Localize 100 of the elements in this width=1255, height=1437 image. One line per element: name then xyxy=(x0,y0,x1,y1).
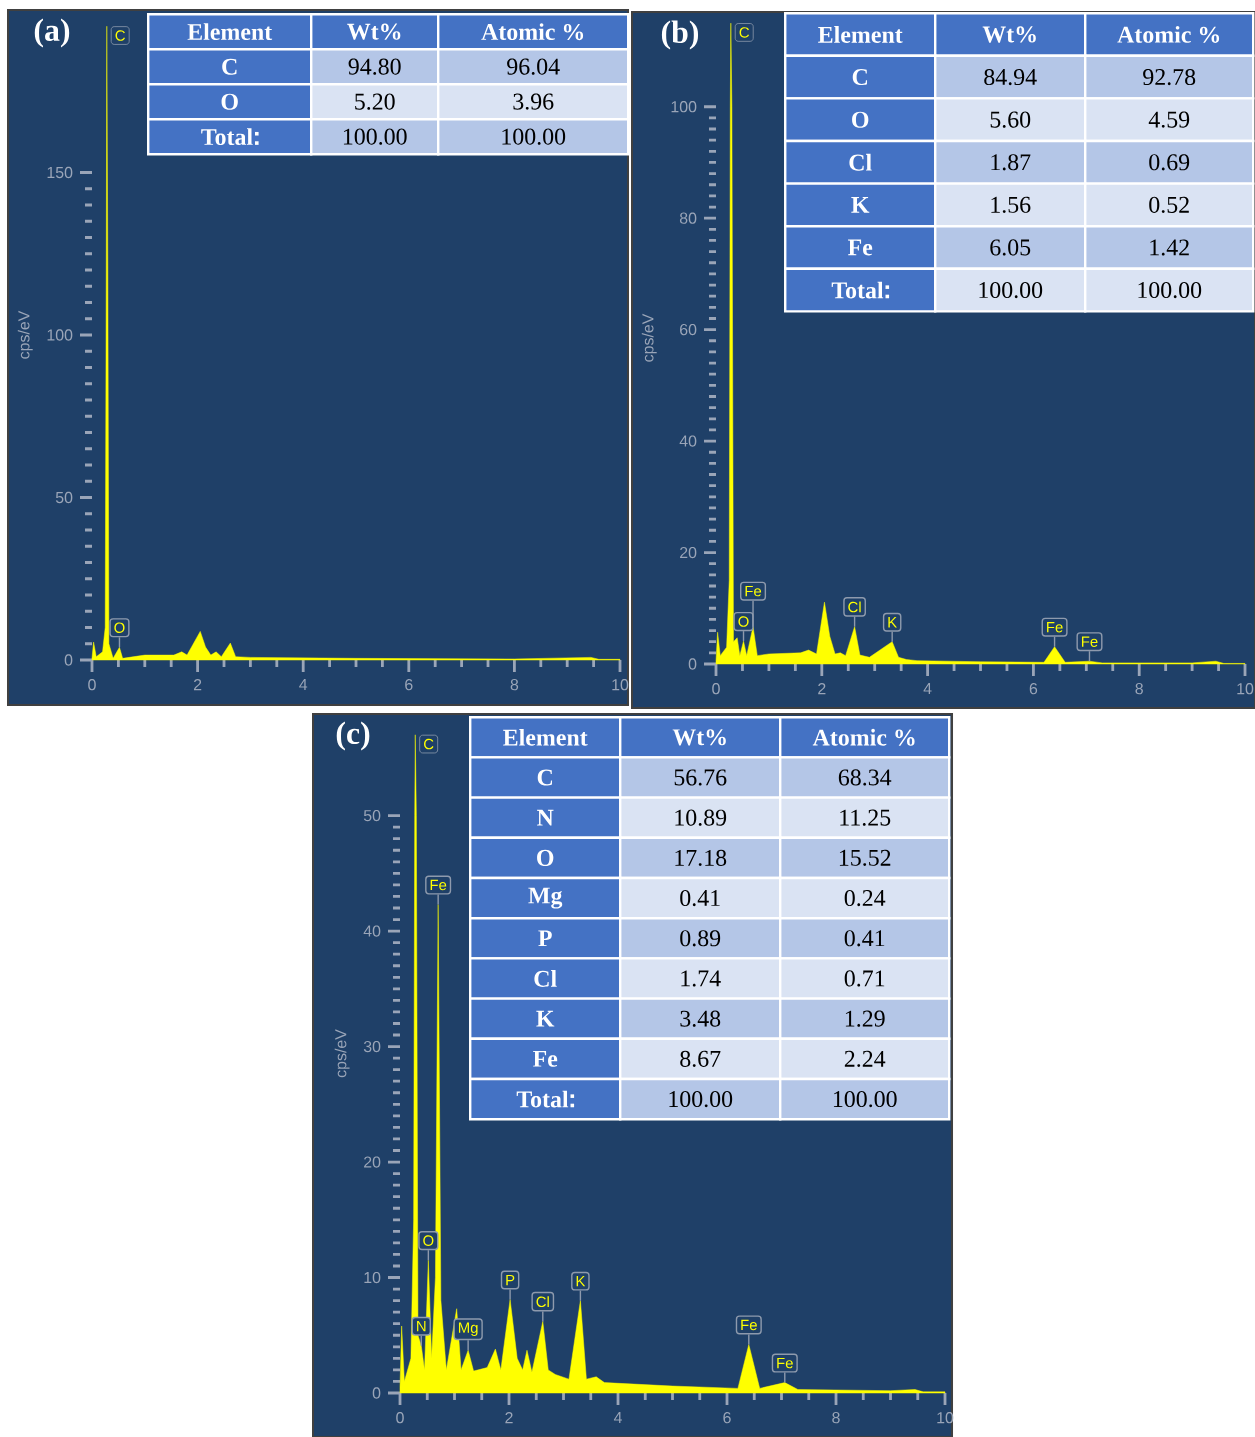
x-tick-label: 8 xyxy=(1135,683,1143,695)
data-label: 56.76 xyxy=(674,769,727,786)
y-tick-label: 100 xyxy=(671,101,697,113)
category-label: O xyxy=(537,849,554,866)
data-label: 0.69 xyxy=(1149,154,1190,171)
data-label: 0.89 xyxy=(680,930,721,947)
data-label: 0.71 xyxy=(844,970,885,987)
category-label: Cl xyxy=(534,970,557,987)
data-label: 6.05 xyxy=(990,239,1031,256)
category-label: Fe xyxy=(533,1050,558,1067)
x-tick-label: 0 xyxy=(712,683,720,695)
series-label: Atomic % xyxy=(1117,26,1220,43)
x-tick-label: 2 xyxy=(505,1412,513,1424)
data-label: 1.56 xyxy=(991,196,1031,213)
annotation: O xyxy=(114,622,125,634)
text: Element xyxy=(818,26,903,43)
category-label: K xyxy=(851,197,870,213)
annotation: Fe xyxy=(1081,636,1098,647)
data-label: 11.25 xyxy=(840,809,891,826)
y-axis-title: cps/eV xyxy=(17,310,33,359)
y-tick-label: 60 xyxy=(680,323,697,336)
annotation: Fe xyxy=(741,1319,757,1331)
x-tick-label: 10 xyxy=(612,679,629,691)
category-label: Cl xyxy=(849,153,872,171)
data-label: 100.00 xyxy=(979,281,1043,299)
annotation: N xyxy=(417,1321,426,1332)
category-label: P xyxy=(538,930,552,947)
series-label: Wt% xyxy=(347,23,401,40)
y-tick-label: 10 xyxy=(364,1271,381,1284)
annotation: C xyxy=(115,30,125,41)
x-tick-label: 4 xyxy=(299,679,308,690)
y-tick-label: 80 xyxy=(679,212,697,224)
y-tick-label: 50 xyxy=(55,491,73,504)
data-label: 0.24 xyxy=(844,889,886,907)
y-tick-label: 0 xyxy=(688,658,697,670)
data-label: 5.60 xyxy=(990,111,1031,128)
data-label: 84.94 xyxy=(984,68,1037,86)
data-label: 100.00 xyxy=(669,1090,733,1108)
x-tick-label: 6 xyxy=(1029,683,1038,695)
category-label: O xyxy=(852,111,869,128)
annotation: C xyxy=(424,738,434,750)
y-tick-label: 30 xyxy=(363,1040,381,1053)
data-label: 1.42 xyxy=(1150,239,1189,256)
annotation: Fe xyxy=(430,879,447,891)
category-label: C xyxy=(537,769,553,786)
x-tick-label: 2 xyxy=(818,683,826,695)
annotation: Fe xyxy=(777,1357,793,1369)
data-label: 0.41 xyxy=(680,889,720,907)
category-label: K xyxy=(536,1010,555,1027)
data-label: 1.29 xyxy=(845,1010,885,1027)
x-tick-label: 8 xyxy=(510,679,519,691)
data-label: 100.00 xyxy=(1138,281,1202,299)
data-label: 8.67 xyxy=(680,1050,721,1068)
annotation: O xyxy=(423,1235,434,1246)
category-label: N xyxy=(537,809,554,826)
y-tick-label: 40 xyxy=(679,435,697,447)
y-tick-label: 0 xyxy=(64,654,73,666)
series-label: Wt% xyxy=(672,729,726,746)
annotation: Fe xyxy=(745,585,762,597)
data-label: 10.89 xyxy=(675,809,727,826)
category-label: Total xyxy=(516,1090,569,1108)
y-tick-label: 20 xyxy=(680,546,697,559)
x-tick-label: 6 xyxy=(723,1412,731,1424)
data-label: 0.41 xyxy=(844,930,885,947)
y-tick-label: 150 xyxy=(47,166,73,179)
data-label: 0.52 xyxy=(1149,196,1189,214)
x-tick-label: 0 xyxy=(88,679,96,691)
y-tick-label: 20 xyxy=(364,1156,381,1168)
annotation: Cl xyxy=(848,601,861,613)
category-label: Total xyxy=(201,128,253,146)
chart-title: (a) xyxy=(34,18,70,48)
x-tick-label: 0 xyxy=(396,1412,404,1424)
y-tick-label: 50 xyxy=(363,809,381,822)
data-label: 100.00 xyxy=(343,128,407,145)
category-label: Fe xyxy=(848,239,873,256)
series-label: Wt% xyxy=(982,26,1036,43)
annotation: K xyxy=(576,1276,586,1287)
y-axis-title: cps/eV xyxy=(641,313,657,362)
annotation: Cl xyxy=(536,1296,549,1308)
data-label: 100.00 xyxy=(833,1090,897,1108)
category-label: C xyxy=(852,69,868,86)
data-label: 3.48 xyxy=(680,1010,721,1027)
data-label: 94.80 xyxy=(348,58,401,75)
annotation: C xyxy=(739,27,750,38)
category-label: O xyxy=(221,93,238,110)
annotation: Fe xyxy=(1047,621,1063,633)
y-axis-title: cps/eV xyxy=(334,1029,350,1078)
data-label: 2.24 xyxy=(844,1050,886,1067)
annotation: Mg xyxy=(458,1322,478,1336)
data-label: 1.74 xyxy=(681,970,721,987)
x-tick-label: 4 xyxy=(923,683,932,694)
category-label: C xyxy=(222,58,237,75)
x-tick-label: 8 xyxy=(832,1412,840,1424)
data-label: 3.96 xyxy=(513,93,554,110)
x-tick-label: 2 xyxy=(193,679,202,691)
data-label: 100.00 xyxy=(502,128,566,145)
y-tick-label: 100 xyxy=(47,329,73,341)
category-label: Total xyxy=(831,281,884,299)
series-label: Atomic % xyxy=(481,23,584,41)
chart-title: (c) xyxy=(336,721,370,751)
